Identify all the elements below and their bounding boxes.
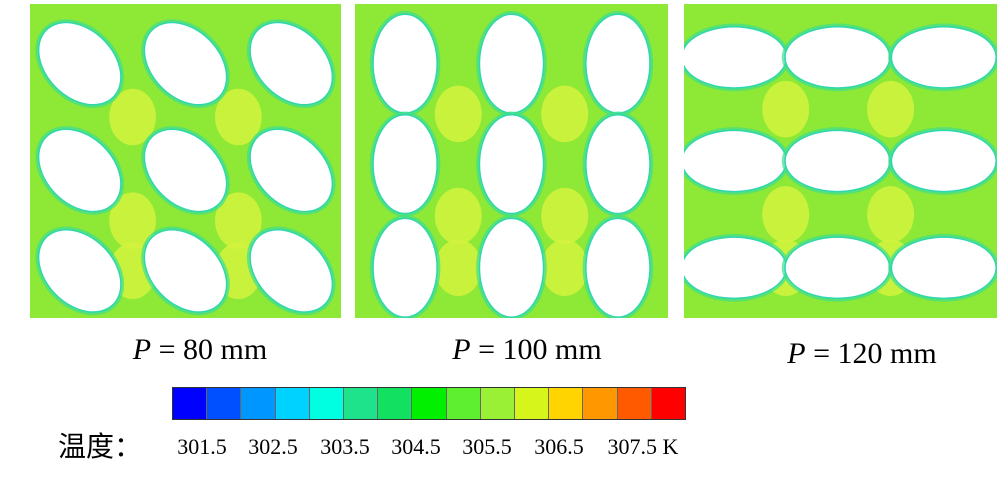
colorbar-swatch — [582, 388, 617, 419]
colorbar-swatch — [240, 388, 275, 419]
legend-label: 温度： — [58, 432, 143, 463]
colorbar-tick: 302.5 — [248, 434, 298, 459]
colorbar-swatch — [514, 388, 549, 419]
colorbar-tick: 304.5 — [391, 434, 441, 459]
caption-p80: P = 80 mm — [132, 333, 268, 366]
contour-plot — [684, 4, 997, 318]
hole — [35, 226, 125, 316]
warm-region — [541, 187, 589, 245]
colorbar-swatch — [308, 388, 344, 419]
colorbar-tick: 306.5 — [534, 434, 584, 459]
hole — [476, 215, 547, 318]
hole — [369, 215, 441, 318]
colorbar-swatch — [650, 388, 686, 419]
hole — [888, 127, 997, 195]
hole — [888, 233, 997, 302]
contour-plot — [30, 4, 341, 318]
hole — [476, 10, 547, 117]
hole — [781, 233, 894, 302]
caption-p120: P = 120 mm — [787, 337, 937, 370]
warm-region — [541, 85, 589, 143]
colorbar-swatch — [377, 388, 412, 419]
warm-region — [762, 80, 810, 138]
hole — [141, 226, 230, 316]
warm-region — [867, 80, 915, 138]
warm-region — [215, 192, 262, 249]
temperature-contour-p80 — [30, 4, 341, 318]
warm-region — [109, 192, 156, 249]
hole — [684, 127, 790, 195]
warm-region — [434, 85, 482, 143]
hole — [35, 126, 125, 215]
hole — [888, 23, 997, 92]
colorbar-swatch — [274, 388, 309, 419]
caption-p100: P = 100 mm — [452, 333, 602, 366]
colorbar-swatch — [206, 388, 241, 419]
hole — [582, 215, 654, 318]
temperature-contour-p100 — [355, 4, 668, 318]
temperature-contour-p120 — [684, 4, 997, 318]
hole — [684, 23, 790, 92]
colorbar-swatch — [343, 388, 378, 419]
colorbar-tick: 305.5 — [462, 434, 512, 459]
hole — [781, 23, 894, 92]
hole — [476, 111, 547, 217]
colorbar-swatch — [445, 388, 480, 419]
warm-region — [867, 186, 915, 243]
colorbar-swatch — [173, 388, 207, 419]
colorbar-tick: 301.5 — [177, 434, 227, 459]
colorbar-tick: 303.5 — [320, 434, 370, 459]
hole — [141, 126, 230, 215]
hole — [35, 19, 125, 109]
warm-region — [215, 88, 262, 146]
hole — [582, 111, 654, 217]
hole — [684, 233, 790, 302]
warm-region — [109, 88, 156, 146]
colorbar-swatch — [479, 388, 515, 419]
contour-plot — [355, 4, 668, 318]
warm-region — [434, 187, 482, 245]
warm-region — [762, 186, 810, 243]
temperature-colorbar — [172, 387, 686, 420]
colorbar-swatch — [548, 388, 583, 419]
hole — [369, 10, 441, 117]
hole — [369, 111, 441, 217]
colorbar-tick: 307.5 K — [607, 434, 679, 459]
hole — [781, 127, 894, 195]
colorbar-swatch — [411, 388, 446, 419]
hole — [246, 19, 336, 109]
hole — [246, 226, 336, 316]
hole — [582, 10, 654, 117]
hole — [246, 126, 336, 215]
hole — [141, 19, 230, 109]
warm-region — [541, 239, 589, 297]
colorbar-swatch — [616, 388, 651, 419]
warm-region — [434, 239, 482, 297]
